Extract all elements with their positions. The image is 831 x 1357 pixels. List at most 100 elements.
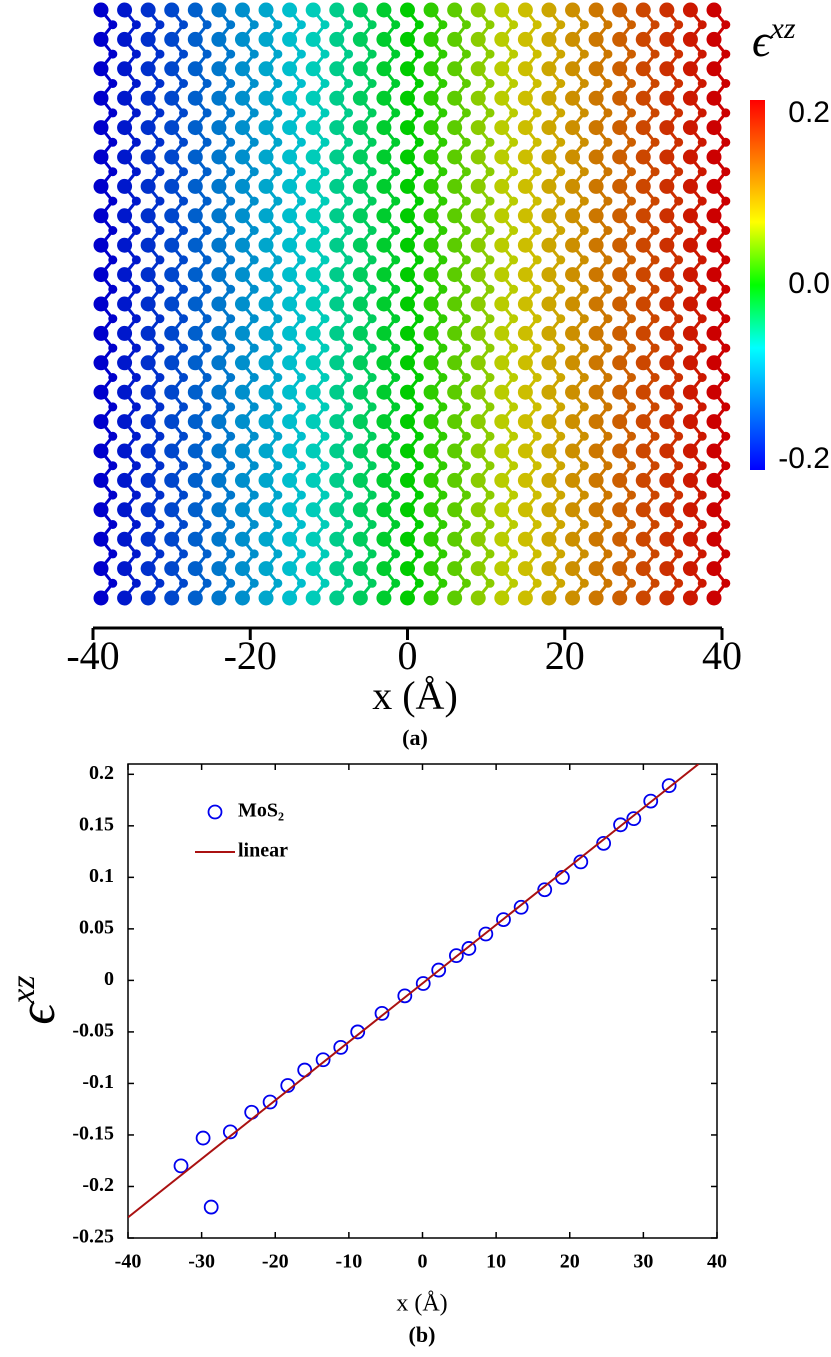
sulfur-atom <box>485 490 495 500</box>
mo-atom <box>612 590 628 606</box>
sulfur-atom <box>391 578 401 588</box>
sulfur-atom <box>626 461 636 471</box>
sulfur-atom <box>344 549 354 559</box>
mo-atom <box>494 149 510 165</box>
mo-atom <box>282 178 298 194</box>
mo-atom <box>93 296 109 312</box>
mo-atom <box>423 2 439 18</box>
mo-atom <box>565 208 581 224</box>
sulfur-atom <box>509 108 519 118</box>
sulfur-atom <box>367 255 377 265</box>
mo-atom <box>258 414 274 430</box>
mo-atom <box>494 208 510 224</box>
mo-atom <box>93 531 109 547</box>
sulfur-atom <box>273 402 283 412</box>
mo-atom <box>234 502 250 518</box>
sulfur-atom <box>579 490 589 500</box>
mo-atom <box>635 31 651 47</box>
mo-atom <box>706 590 722 606</box>
sulfur-atom <box>344 167 354 177</box>
y-tick-label: 0.15 <box>79 813 114 835</box>
mo-atom <box>117 267 133 283</box>
sulfur-atom <box>344 137 354 147</box>
mo-atom <box>565 502 581 518</box>
sulfur-atom <box>461 490 471 500</box>
sulfur-atom <box>579 79 589 88</box>
sulfur-atom <box>391 226 401 235</box>
mo-atom <box>400 502 415 518</box>
mo-atom <box>329 149 345 165</box>
sulfur-atom <box>108 167 118 177</box>
mo-atom <box>517 149 533 165</box>
mo-atom <box>258 31 274 47</box>
mo-atom <box>635 178 651 194</box>
mo-atom <box>423 325 439 341</box>
mo-atom <box>706 472 722 488</box>
sulfur-atom <box>131 314 141 324</box>
sulfur-atom <box>721 20 731 30</box>
sulfur-atom <box>603 343 613 353</box>
sulfur-atom <box>273 137 283 147</box>
sulfur-atom <box>414 520 424 529</box>
sulfur-atom <box>391 196 401 206</box>
mo-atom <box>234 31 250 47</box>
sulfur-atom <box>697 314 707 324</box>
data-point <box>596 835 612 851</box>
sulfur-atom <box>131 196 141 206</box>
colorbar-label-sup: xz <box>770 12 796 45</box>
mo-atom <box>258 120 274 136</box>
mo-atom <box>117 531 133 547</box>
mo-atom <box>187 149 203 165</box>
sulfur-atom <box>603 373 613 382</box>
mo-atom <box>93 149 109 165</box>
sulfur-atom <box>131 284 141 294</box>
sulfur-atom <box>226 549 236 559</box>
sulfur-atom <box>626 255 636 265</box>
mo-atom <box>517 443 533 459</box>
mo-atom <box>329 590 345 606</box>
sulfur-atom <box>320 79 330 88</box>
sulfur-atom <box>485 373 495 382</box>
sulfur-atom <box>320 255 330 265</box>
y-axis-label: ϵxz <box>5 975 66 1024</box>
sulfur-atom <box>626 520 636 529</box>
data-point <box>374 1005 390 1021</box>
sulfur-atom <box>556 490 566 500</box>
sulfur-atom <box>273 520 283 529</box>
sulfur-atom <box>626 20 636 30</box>
mo-atom <box>706 325 722 341</box>
mo-atom <box>612 267 628 283</box>
sulfur-atom <box>697 167 707 177</box>
sulfur-atom <box>579 343 589 353</box>
mo-atom <box>682 590 698 606</box>
mo-atom <box>234 355 250 371</box>
sulfur-atom <box>226 578 236 588</box>
sulfur-atom <box>414 79 424 88</box>
mo-atom <box>93 2 109 18</box>
mo-atom <box>329 178 345 194</box>
mo-atom <box>517 590 533 606</box>
mo-atom <box>234 472 250 488</box>
sulfur-atom <box>202 79 212 88</box>
mo-atom <box>423 296 439 312</box>
sulfur-atom <box>226 314 236 324</box>
mo-atom <box>305 561 321 577</box>
mo-atom <box>352 296 368 312</box>
sulfur-atom <box>697 549 707 559</box>
mo-atom <box>541 355 557 371</box>
mo-atom <box>211 90 227 106</box>
sulfur-atom <box>556 20 566 30</box>
x-tick-label: -10 <box>336 1251 363 1273</box>
sulfur-atom <box>556 167 566 177</box>
mo-atom <box>588 237 604 253</box>
mo-atom <box>565 384 581 400</box>
mo-atom <box>659 325 675 341</box>
mo-atom <box>282 502 298 518</box>
colorbar-tick-label: 0.2 <box>788 96 830 129</box>
mo-atom <box>682 325 698 341</box>
mo-atom <box>400 2 415 18</box>
mo-atom <box>376 296 392 312</box>
sulfur-atom <box>344 226 354 235</box>
sulfur-atom <box>674 549 684 559</box>
